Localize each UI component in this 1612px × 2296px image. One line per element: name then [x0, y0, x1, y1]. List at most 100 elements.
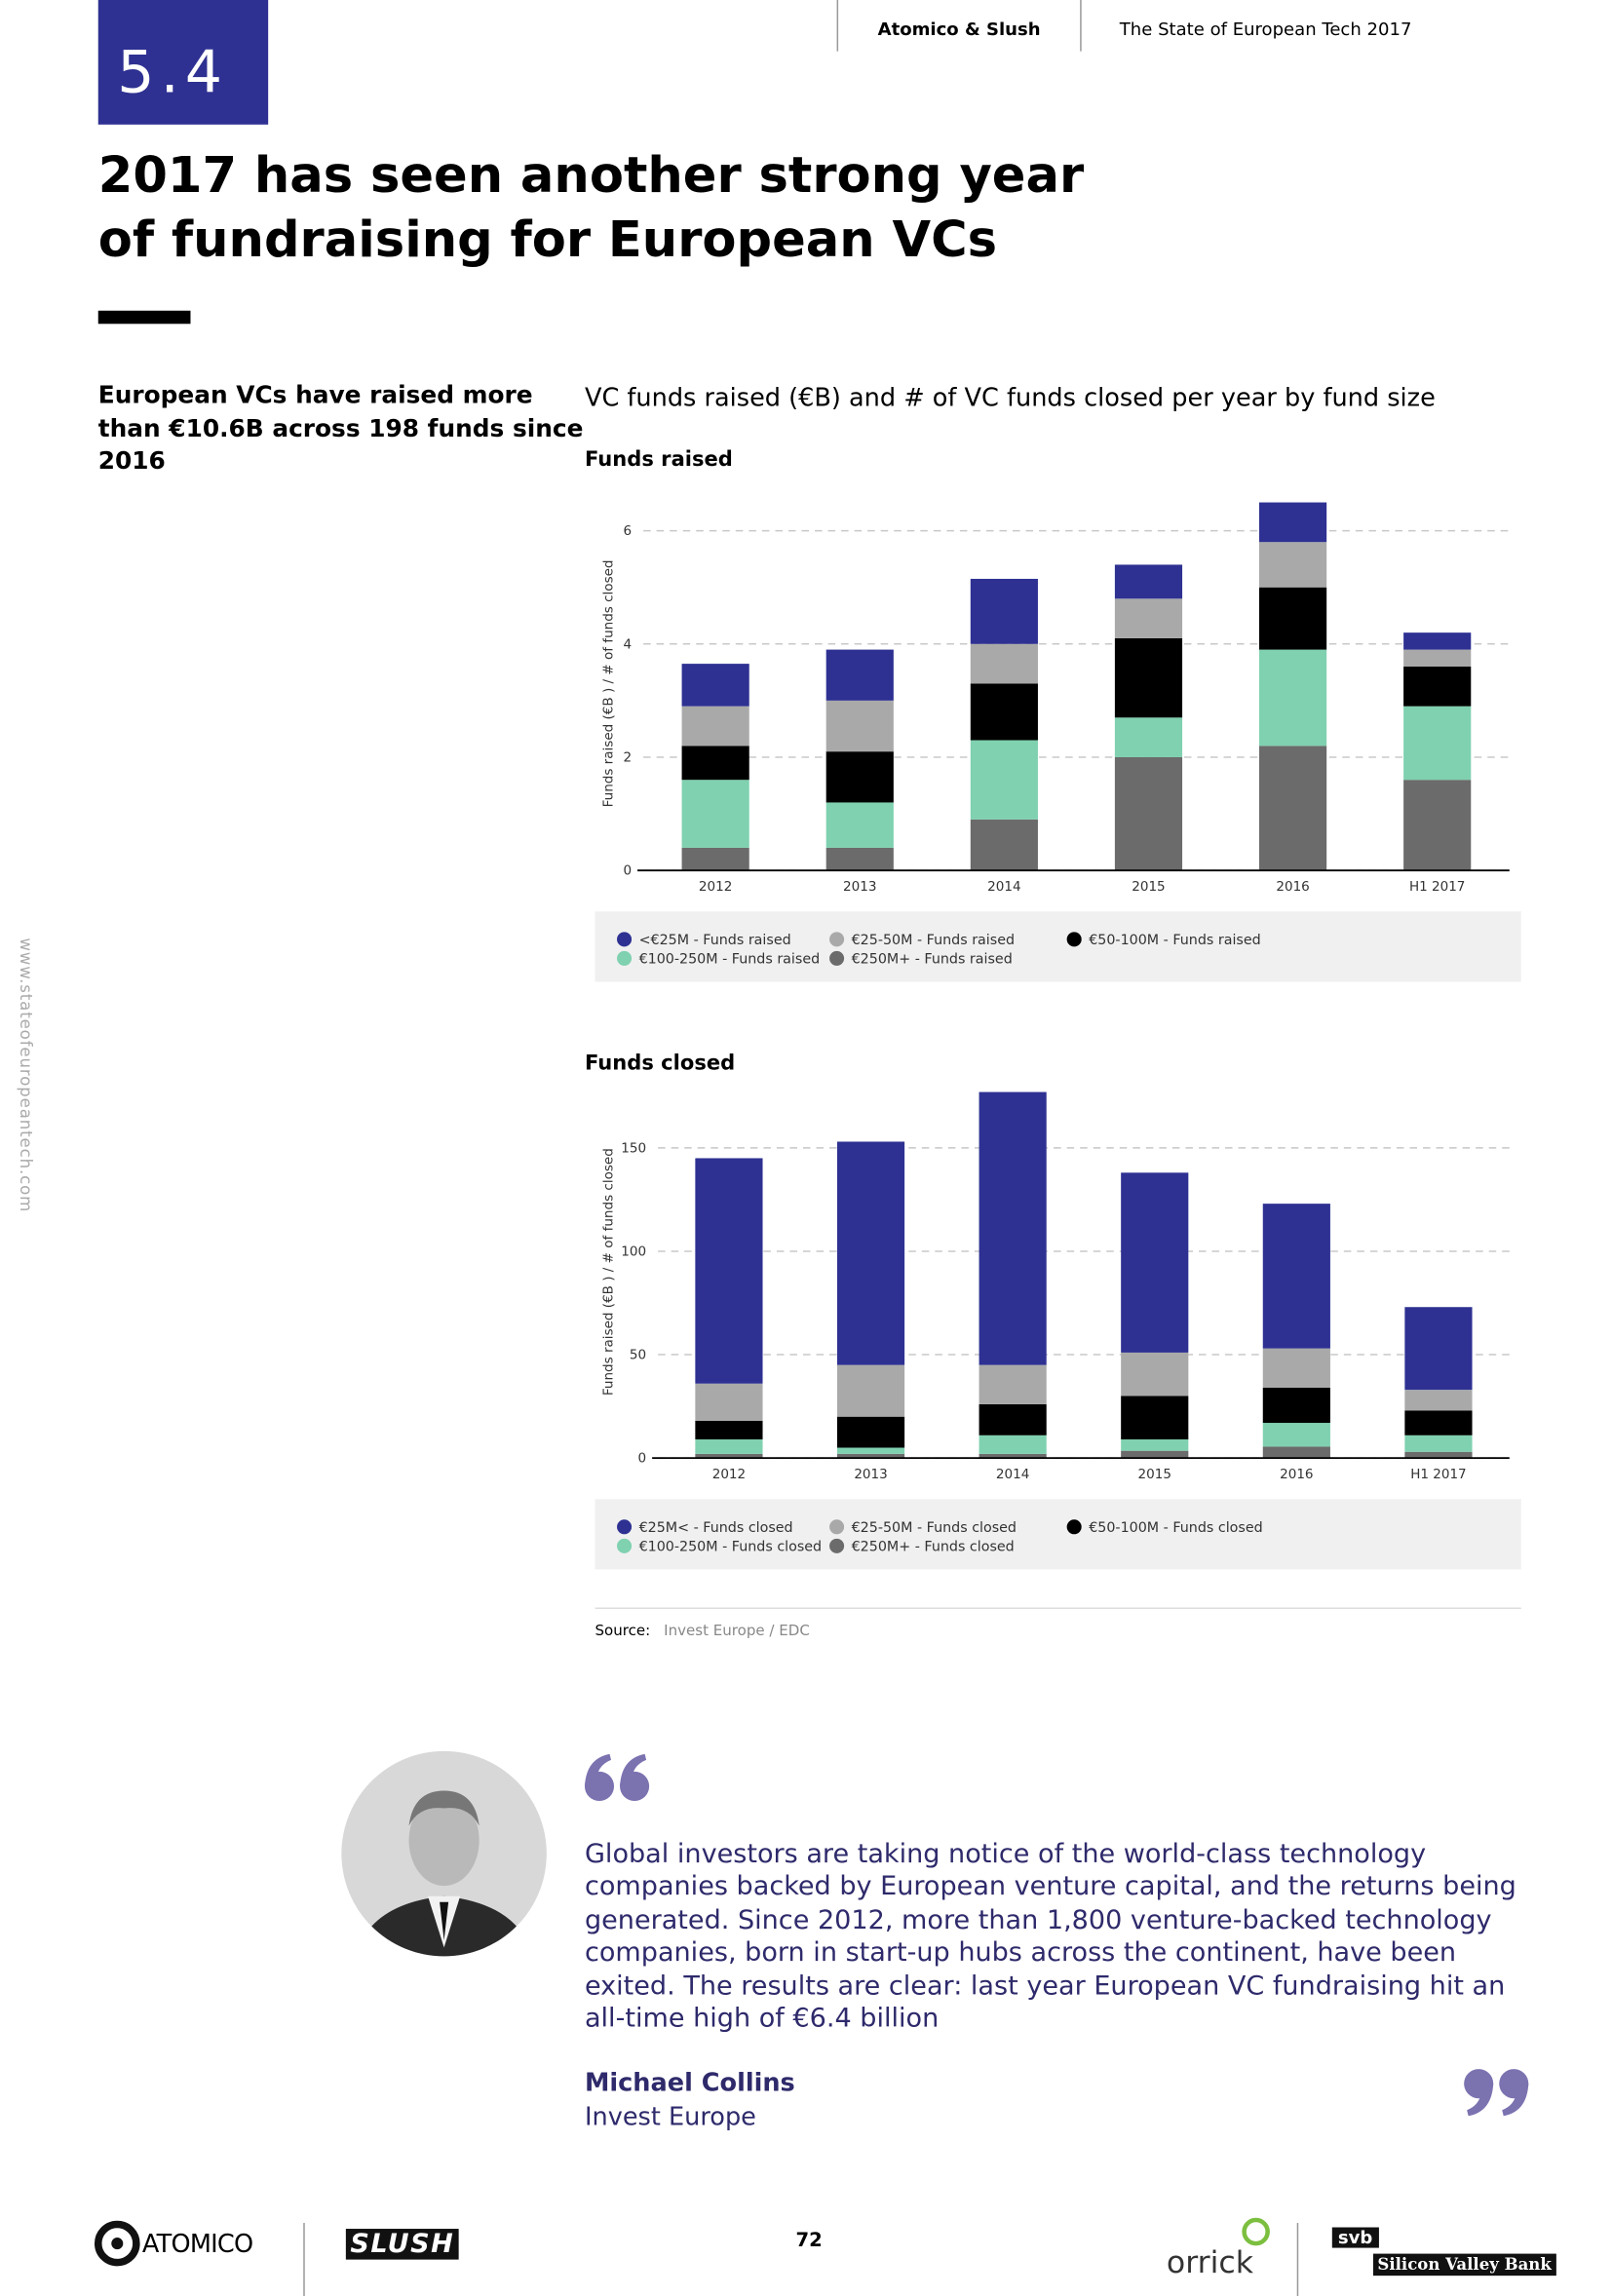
legend-label: €100-250M - Funds raised — [639, 952, 821, 968]
close-quote-mark — [1464, 2069, 1529, 2117]
summary-line: than €10.6B across 198 funds since — [97, 413, 584, 442]
quote-organization: Invest Europe — [584, 2102, 756, 2132]
legend-label: €100-250M - Funds closed — [639, 1540, 823, 1555]
bar-segment — [681, 746, 749, 781]
source-text: Invest Europe / EDC — [664, 1624, 810, 1640]
bar-segment — [1403, 632, 1472, 650]
bar-segment — [970, 819, 1038, 871]
bar-segment — [1114, 637, 1183, 718]
x-tick-label: 2015 — [1138, 1467, 1171, 1482]
logo-svb: svb — [1331, 2227, 1379, 2248]
y-axis-label: Funds raised (€B ) / # of funds closed — [601, 559, 617, 807]
bar-segment — [1114, 717, 1183, 757]
logo-atomico: ATOMICO — [141, 2230, 253, 2260]
logo-orrick: orrick — [1166, 2244, 1254, 2280]
bar-segment — [970, 578, 1038, 644]
quote-line: Global investors are taking notice of th… — [584, 1839, 1427, 1870]
title-line: of fundraising for European VCs — [97, 210, 998, 270]
y-tick-label: 6 — [623, 523, 632, 539]
chart: 0 2 4 6 Funds raised (€B ) / # of funds clos… — [595, 502, 1521, 982]
quote-line: companies, born in start-up hubs across … — [584, 1937, 1457, 1969]
bar-segment — [1262, 1348, 1330, 1388]
bar-segment — [681, 706, 749, 746]
x-tick-label: 2016 — [1280, 1467, 1313, 1482]
open-quote-mark — [584, 1753, 650, 1801]
x-tick-label: 2014 — [987, 879, 1020, 895]
x-tick-label: 2014 — [996, 1467, 1029, 1482]
bar-segment — [1259, 502, 1327, 543]
side-url: www.stateofeuropeantech.com — [16, 938, 36, 1213]
legend-swatch — [829, 932, 845, 947]
x-tick-label: H1 2017 — [1410, 1467, 1466, 1482]
x-tick-label: 2015 — [1132, 879, 1165, 895]
bar-segment — [1121, 1172, 1189, 1353]
legend-label: €25-50M - Funds raised — [852, 933, 1015, 948]
bar-segment — [1403, 649, 1472, 668]
quote-line: all-time high of €6.4 billion — [584, 2003, 940, 2035]
summary-line: 2016 — [97, 446, 166, 476]
legend-label: €250M+ - Funds closed — [852, 1540, 1015, 1555]
legend-box — [595, 911, 1521, 982]
bar-segment — [1404, 1451, 1473, 1459]
header-divider — [836, 0, 839, 52]
bar-segment — [836, 1447, 905, 1454]
legend-box — [595, 1499, 1521, 1570]
bar-segment — [1262, 1446, 1330, 1459]
source-label: Source: — [595, 1624, 651, 1640]
bar-segment — [1114, 564, 1183, 599]
figure-title: VC funds raised (€B) and # of VC funds c… — [584, 383, 1436, 414]
bar-segment — [1262, 1204, 1330, 1349]
header-right: The State of European Tech 2017 — [1119, 19, 1412, 40]
bar-segment — [970, 643, 1038, 684]
y-tick-label: 0 — [637, 1451, 646, 1467]
y-tick-label: 100 — [621, 1244, 646, 1259]
bar-segment — [836, 1453, 905, 1459]
y-tick-label: 0 — [623, 863, 632, 879]
legend-swatch — [829, 950, 845, 966]
bar-segment — [979, 1403, 1047, 1435]
bar-segment — [979, 1453, 1047, 1459]
legend-swatch — [829, 1519, 845, 1535]
legend-label: €25M< - Funds closed — [639, 1520, 793, 1536]
bar-segment — [695, 1383, 763, 1421]
bar-segment — [970, 740, 1038, 820]
bar-segment — [1404, 1410, 1473, 1435]
x-tick-label: 2016 — [1276, 879, 1309, 895]
bar-segment — [1114, 598, 1183, 638]
bar-segment — [1121, 1352, 1189, 1397]
x-tick-label: 2012 — [712, 1467, 746, 1482]
header-left: Atomico & Slush — [877, 19, 1041, 40]
y-axis-label: Funds raised (€B ) / # of funds closed — [601, 1148, 617, 1396]
legend-label: €50-100M - Funds closed — [1089, 1520, 1262, 1536]
portrait — [341, 1750, 547, 1957]
bar-segment — [836, 1364, 905, 1417]
section-badge — [97, 0, 269, 125]
bar-segment — [825, 847, 894, 871]
legend-swatch — [1066, 932, 1082, 947]
bar-segment — [1404, 1435, 1473, 1452]
bar-segment — [681, 664, 749, 707]
bar-segment — [1404, 1307, 1473, 1391]
bar-segment — [1121, 1450, 1189, 1459]
quote: Global investors are taking notice of th… — [585, 1839, 1516, 2036]
bar-segment — [979, 1435, 1047, 1454]
quote-author: Michael Collins — [584, 2069, 795, 2099]
bar-segment — [1259, 542, 1327, 588]
y-tick-label: 50 — [630, 1348, 646, 1363]
bar-segment — [681, 780, 749, 848]
chart-title: Funds closed — [584, 1052, 736, 1076]
x-tick-label: H1 2017 — [1409, 879, 1465, 895]
header-divider — [1080, 0, 1082, 52]
quote-line: exited. The results are clear: last year… — [584, 1970, 1506, 2002]
legend-label: <€25M - Funds raised — [639, 933, 791, 948]
bar-segment — [1404, 1390, 1473, 1411]
bar-segment — [825, 649, 894, 701]
footer-divider — [1296, 2223, 1299, 2296]
legend-swatch — [617, 950, 633, 966]
bar-segment — [695, 1158, 763, 1384]
bar-segment — [970, 683, 1038, 741]
footer-divider — [303, 2223, 305, 2296]
bar-segment — [695, 1439, 763, 1454]
